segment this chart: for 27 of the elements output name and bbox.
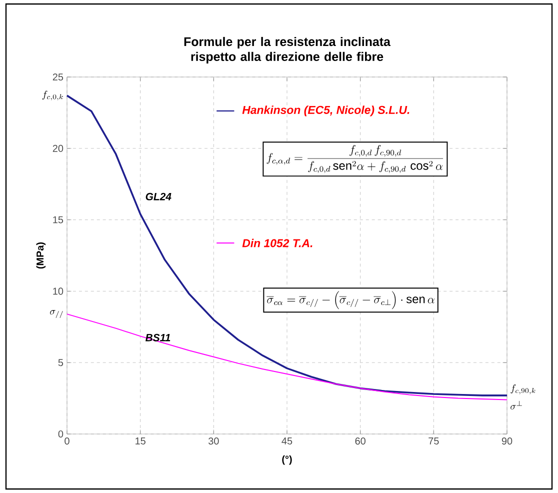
x-tick-label: 15 [136, 438, 146, 444]
x-tick-label: 45 [282, 438, 292, 444]
legend-label: Hankinson (EC5, Nicole) S.L.U. [242, 106, 410, 116]
legend-label: Din 1052 T.A. [242, 238, 312, 248]
y-tick-label: 25 [52, 73, 64, 81]
annotation: BS11 [146, 334, 170, 342]
x-tick-label: 75 [428, 438, 439, 444]
x-tick-label: 90 [502, 438, 512, 445]
y-tick-label: 5 [58, 359, 64, 366]
annotation: $f_{c,\alpha,d} = \frac{f_{c,0,d}\,f_{c,90,d}}{f_{c,0,d}\,\mathrm{sen}^2\alpha + f_{c,90,d}\,\cos^2\alpha}$ [266, 145, 444, 174]
y-axis-title: (MPa) [36, 242, 46, 269]
y-tick-label: 15 [53, 216, 64, 224]
text: $f_{c,0,k}$ [42, 90, 63, 100]
annotation: GL24 [146, 192, 172, 200]
text: $\sigma_{//}$ [50, 310, 63, 318]
y-tick-label: 0 [58, 430, 64, 438]
y-tick-label: 10 [53, 288, 64, 295]
chart-title: Formule per la resistenza inclinata rispetto alla direzione delle fibre [184, 36, 391, 64]
y-tick-label: 20 [52, 144, 64, 152]
x-tick-label: 0 [64, 438, 70, 445]
annotation: $\overline{\sigma}_{c\alpha} = \overline{\sigma}_{c//} - \left(\overline{\sigma}_{c//} - \overline{\sigma}_{c\perp}\right)\cdot \mathrm{sen}\,\alpha$ [266, 291, 434, 310]
line-series [66, 94, 508, 396]
x-tick-label: 60 [355, 438, 366, 445]
x-axis-title: (°) [282, 455, 292, 465]
x-tick-label: 30 [208, 438, 219, 445]
text: $\sigma^{\perp}$ [510, 400, 522, 410]
text: $f_{c,90,k}$ [510, 384, 536, 394]
